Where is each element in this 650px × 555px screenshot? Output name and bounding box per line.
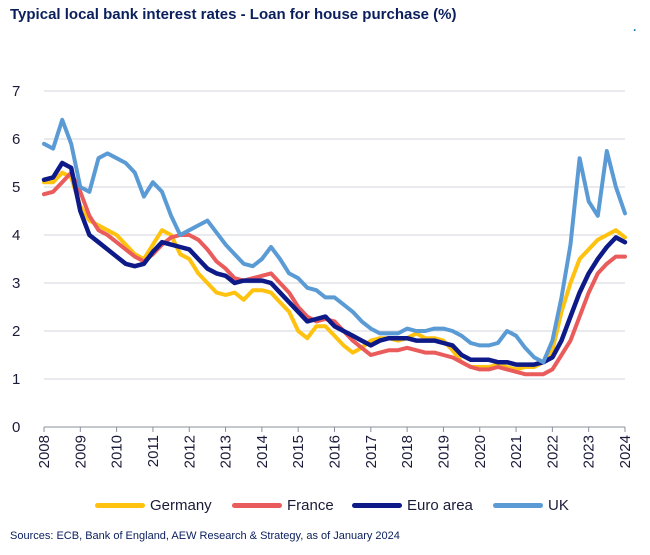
legend-item-uk: UK xyxy=(493,494,569,516)
gridlines xyxy=(44,90,625,428)
series-line-germany xyxy=(42,170,627,372)
y-tick-label: 4 xyxy=(12,227,20,244)
x-tick-label: 2017 xyxy=(363,435,380,468)
x-tick-label: 2019 xyxy=(435,435,452,468)
y-tick-label: 3 xyxy=(12,275,20,292)
legend-label: Germany xyxy=(150,496,212,514)
legend-swatch-germany xyxy=(95,502,145,508)
legend-item-germany: Germany xyxy=(95,494,212,516)
x-tick-label: 2009 xyxy=(72,435,89,468)
legend-label: Euro area xyxy=(407,496,473,514)
x-tick-label: 2022 xyxy=(544,435,561,468)
legend-label: France xyxy=(287,496,334,514)
legend-swatch-france xyxy=(232,502,282,508)
legend-swatch-euro-area xyxy=(352,502,402,508)
y-tick-label: 2 xyxy=(12,323,20,340)
corner-mark: . xyxy=(633,20,637,34)
x-tick-label: 2023 xyxy=(581,435,598,468)
y-tick-label: 6 xyxy=(12,131,20,148)
x-tick-label: 2018 xyxy=(399,435,416,468)
x-tick-label: 2013 xyxy=(218,435,235,468)
legend-item-euro-area: Euro area xyxy=(352,494,473,516)
x-tick-label: 2020 xyxy=(472,435,489,468)
series-line-france xyxy=(42,170,627,377)
y-tick-label: 1 xyxy=(12,371,20,388)
x-tick-label: 2024 xyxy=(617,435,634,468)
x-tick-label: 2008 xyxy=(36,435,53,468)
x-tick-label: 2012 xyxy=(181,435,198,468)
y-tick-label: 0 xyxy=(12,419,20,436)
legend-label: UK xyxy=(548,496,569,514)
line-chart: 0 1 2 3 4 5 6 7 2008 2009 2010 2011 2012 2013 2014 201… xyxy=(12,83,634,468)
y-axis: 0 1 2 3 4 5 6 7 xyxy=(12,83,20,436)
x-tick-label: 2010 xyxy=(109,435,126,468)
x-tick-label: 2021 xyxy=(508,435,525,468)
y-tick-label: 7 xyxy=(12,83,20,100)
y-tick-label: 5 xyxy=(12,179,20,196)
series-line-uk xyxy=(42,117,627,365)
legend-item-france: France xyxy=(232,494,334,516)
chart-title: Typical local bank interest rates - Loan… xyxy=(10,6,457,23)
legend: Germany France Euro area UK xyxy=(0,494,650,516)
source-note: Sources: ECB, Bank of England, AEW Resea… xyxy=(10,530,400,542)
x-axis: 2008 2009 2010 2011 2012 2013 2014 2015 2016 2017… xyxy=(36,427,634,468)
legend-swatch-uk xyxy=(493,502,543,508)
x-tick-label: 2016 xyxy=(327,435,344,468)
x-tick-label: 2015 xyxy=(290,435,307,468)
series-line-euro-area xyxy=(41,160,628,367)
x-tick-label: 2011 xyxy=(145,435,162,467)
series-lines xyxy=(41,117,628,377)
x-tick-label: 2014 xyxy=(254,435,271,468)
